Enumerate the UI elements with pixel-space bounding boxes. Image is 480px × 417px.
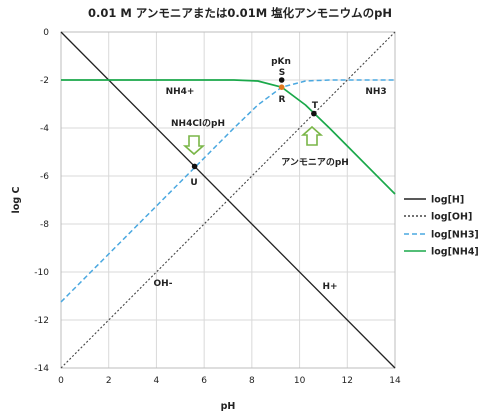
x-tick-labels: 0 2 4 6 8 10 12 14 [58, 376, 401, 386]
x-tick-label: 12 [342, 376, 353, 386]
nh3-label: NH3 [365, 87, 386, 97]
pkn-label: pKn [271, 57, 291, 67]
y-tick-label: -12 [34, 316, 49, 326]
legend-label: log[NH4] [431, 247, 479, 258]
y-tick-label: -14 [34, 364, 49, 374]
x-axis-label: pH [221, 401, 236, 412]
point-t-marker [311, 110, 317, 117]
series-line-log-oh- [60, 31, 396, 369]
legend: log[H] log[OH] log[NH3] log[NH4] [404, 195, 479, 258]
point-s-marker [278, 77, 285, 83]
point-r-marker [278, 84, 285, 90]
series-line-log-nh4- [61, 79, 396, 195]
nh4cl-ph-label: NH4ClのpH [171, 118, 225, 129]
legend-label: log[NH3] [431, 230, 479, 241]
grid-lines [60, 31, 396, 369]
annotation-labels: pKn S R T U NH4+ NH3 NH4ClのpH アンモニアのpH O… [154, 57, 387, 292]
x-tick-label: 10 [294, 376, 306, 386]
series-lines [60, 31, 396, 369]
point-u-label: U [190, 178, 197, 188]
y-tick-label: 0 [43, 28, 49, 38]
y-tick-label: -6 [40, 172, 49, 182]
nh4-plus-label: NH4+ [166, 87, 195, 97]
x-tick-label: 2 [106, 376, 112, 386]
point-r-label: R [279, 95, 286, 105]
x-tick-label: 4 [154, 376, 160, 386]
ammonia-ph-label: アンモニアのpH [281, 157, 349, 168]
point-s-label: S [279, 68, 285, 78]
marked-points [191, 77, 317, 170]
plot-area-border [60, 31, 396, 369]
legend-label: log[OH] [431, 212, 472, 223]
chart-title: 0.01 M アンモニアまたは0.01M 塩化アンモニウムのpH [88, 6, 392, 20]
y-tick-label: -10 [34, 268, 49, 278]
point-t-label: T [312, 101, 319, 111]
legend-label: log[H] [431, 195, 464, 206]
y-tick-label: -2 [40, 76, 49, 86]
y-tick-label: -4 [40, 124, 49, 134]
x-tick-label: 14 [389, 376, 401, 386]
arrow-down-icon [182, 135, 206, 156]
y-axis-label: log C [11, 187, 22, 214]
h-plus-label: H+ [322, 282, 337, 292]
y-tick-label: -8 [40, 220, 49, 230]
series-line-log-nh3- [60, 79, 395, 303]
y-tick-labels: 0 -2 -4 -6 -8 -10 -12 -14 [34, 28, 49, 374]
arrow-up-icon [300, 125, 324, 146]
x-tick-label: 6 [201, 376, 207, 386]
oh-minus-label: OH- [154, 279, 173, 289]
point-u-marker [191, 163, 198, 170]
x-tick-label: 8 [249, 376, 255, 386]
x-tick-label: 0 [58, 376, 64, 386]
annotation-arrows [182, 125, 324, 156]
